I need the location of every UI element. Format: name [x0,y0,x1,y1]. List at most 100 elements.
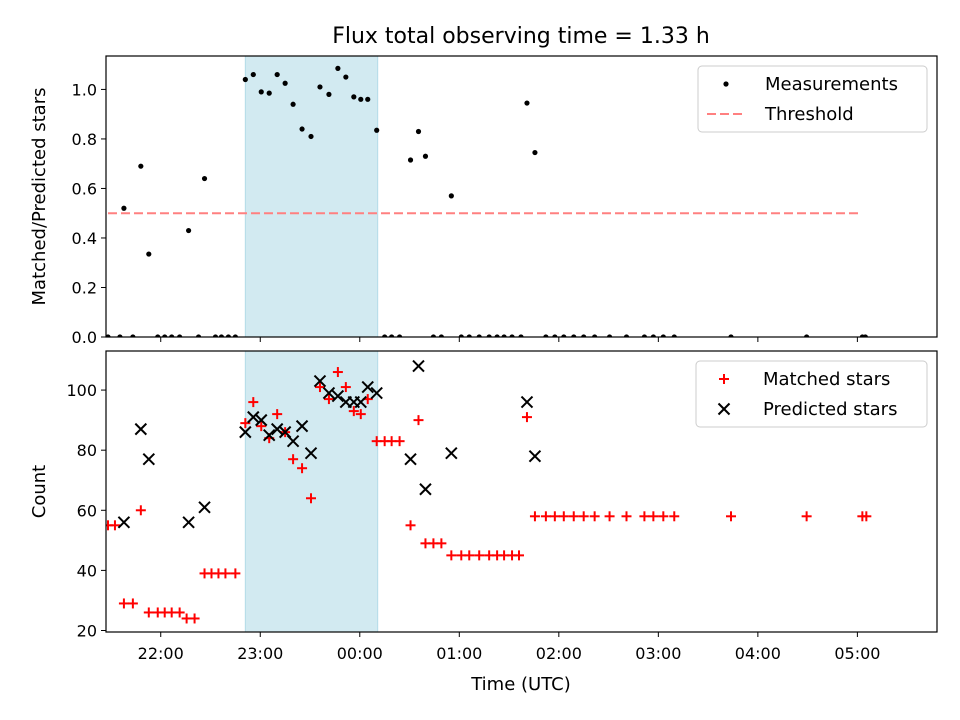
matched-star-point [323,394,334,405]
y-tick-label: 80 [77,441,97,460]
legend-box [697,65,928,133]
matched-star-point [109,520,120,531]
matched-star-point [725,511,736,522]
measurement-point [430,334,437,337]
measurement-point [650,334,656,337]
measurement-point [466,334,472,337]
legend-label: Matched stars [763,369,890,390]
measurement-point [274,71,280,78]
measurement-point [195,334,202,337]
measurement-point [365,96,371,102]
matched-star-point [143,607,154,618]
measurement-point [250,71,256,78]
measurement-point [407,157,414,163]
axes-frame [105,350,938,633]
measurement-point [242,76,248,83]
x-tick-label: 23:00 [237,644,283,663]
measurement-point [671,334,677,337]
matched-star-point [521,412,532,423]
measurement-point [290,101,296,107]
measurement-point [266,90,272,96]
x-tick-label: 02:00 [536,644,582,663]
matched-star-point [189,613,200,624]
measurement-point [343,74,349,80]
matched-star-point [514,550,525,561]
predicted-star-point [445,446,458,460]
predicted-star-point [520,395,534,409]
predicted-star-point [255,413,268,427]
matched-star-point [288,454,299,465]
measurement-point [130,334,136,337]
measurement-point [641,334,648,337]
matched-star-point [394,436,405,447]
predicted-star-point [412,359,425,373]
measurement-point [606,334,613,337]
matched-star-point [446,550,457,561]
measurement-point [317,84,323,90]
measurement-point [518,334,524,337]
matched-star-point [230,568,241,579]
predicted-star-point [142,452,156,466]
predicted-star-point [263,428,276,442]
measurement-point [201,175,208,182]
predicted-star-point [304,446,318,460]
measurement-point [162,334,168,337]
predicted-star-point [354,395,367,409]
x-tick-label: 22:00 [138,644,184,663]
matched-star-point [604,511,615,522]
predicted-star-point [404,452,417,466]
y-tick-label: 100 [66,381,97,400]
measurement-point [335,65,341,71]
measurement-point [117,334,123,337]
predicted-star-point [295,419,309,433]
legend-label: Measurements [765,74,898,95]
measurement-point [389,334,395,337]
predicted-star-point [419,483,432,496]
plot-area [106,351,872,632]
predicted-star-point [322,386,336,400]
matched-star-point [474,550,485,561]
legend-label: Threshold [764,104,854,125]
y-tick-label: 0.2 [72,278,97,297]
measurement-point [581,334,587,337]
measurement-point [146,251,152,257]
x-tick-label: 00:00 [337,644,383,663]
measurement-point [448,193,454,199]
plot-area [106,56,868,337]
measurement-point [258,89,264,95]
measurement-point [552,334,558,337]
measurement-point [561,334,567,337]
x-tick-label: 05:00 [834,644,880,663]
legend-label: Predicted stars [763,399,897,420]
measurement-point [225,334,232,337]
predicted-star-point [247,410,260,424]
legend: Measurements Threshold [697,65,928,133]
measurement-point [232,334,238,337]
matched-star-point [436,538,447,549]
observing-window-span [244,56,379,337]
measurement-point [282,80,288,86]
legend-plus-marker [719,374,729,384]
measurement-point [218,334,225,337]
predicted-star-point [198,501,211,514]
measurement-point [155,334,161,337]
measurement-point [326,91,332,97]
bottom-panel: 20 40 60 80 100 22:00 23:00 00:00 01:00 02:00 03:0… [29,350,938,663]
y-tick-label: 60 [77,501,97,520]
y-tick-label: 1.0 [72,80,97,99]
measurement-point [494,334,500,337]
measurement-point [169,334,175,337]
matched-star-point [348,406,359,417]
matched-star-point [568,511,579,522]
matched-star-point [405,520,416,531]
predicted-star-point [370,386,383,400]
measurement-point [374,127,380,133]
measurement-point [592,334,598,337]
x-axis-label: Time (UTC) [470,674,571,695]
measurement-point [438,334,444,337]
measurement-point [422,153,429,159]
measurement-point [532,149,538,156]
x-tick-label: 03:00 [635,644,681,663]
measurement-point [415,128,422,135]
matched-star-point [340,382,351,393]
